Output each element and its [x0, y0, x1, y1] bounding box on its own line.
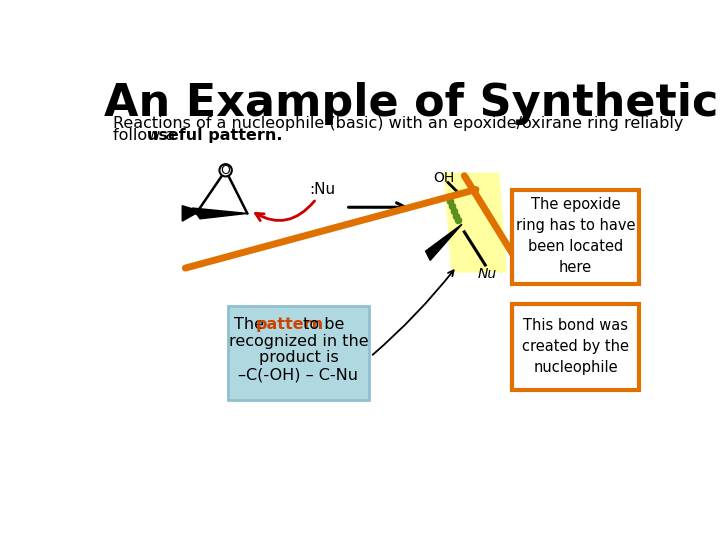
Text: –C(-OH) – C-Nu: –C(-OH) – C-Nu [238, 367, 359, 382]
Text: recognized in the: recognized in the [229, 334, 369, 348]
Text: An Example of Synthetic Planning: An Example of Synthetic Planning [104, 82, 720, 125]
Text: follow a: follow a [113, 128, 181, 143]
FancyBboxPatch shape [513, 303, 639, 390]
Text: pattern: pattern [256, 316, 324, 332]
Text: :Nu: :Nu [310, 182, 336, 197]
Polygon shape [444, 173, 507, 273]
Text: OH: OH [433, 171, 454, 185]
Polygon shape [426, 224, 462, 260]
FancyArrowPatch shape [256, 201, 315, 221]
Polygon shape [192, 208, 248, 219]
Polygon shape [182, 206, 200, 221]
Text: O: O [221, 164, 230, 177]
Text: Reactions of a nucleophile (basic) with an epoxide/oxirane ring reliably: Reactions of a nucleophile (basic) with … [113, 116, 683, 131]
FancyBboxPatch shape [228, 306, 369, 400]
Text: The epoxide
ring has to have
been located
here: The epoxide ring has to have been locate… [516, 197, 635, 275]
Text: The: The [234, 316, 269, 332]
Text: This bond was
created by the
nucleophile: This bond was created by the nucleophile [522, 318, 629, 375]
Text: product is: product is [258, 350, 338, 366]
Text: Nu: Nu [477, 267, 496, 281]
Circle shape [220, 164, 232, 177]
Text: useful pattern.: useful pattern. [148, 128, 283, 143]
FancyBboxPatch shape [513, 190, 639, 284]
Text: to be: to be [299, 316, 345, 332]
